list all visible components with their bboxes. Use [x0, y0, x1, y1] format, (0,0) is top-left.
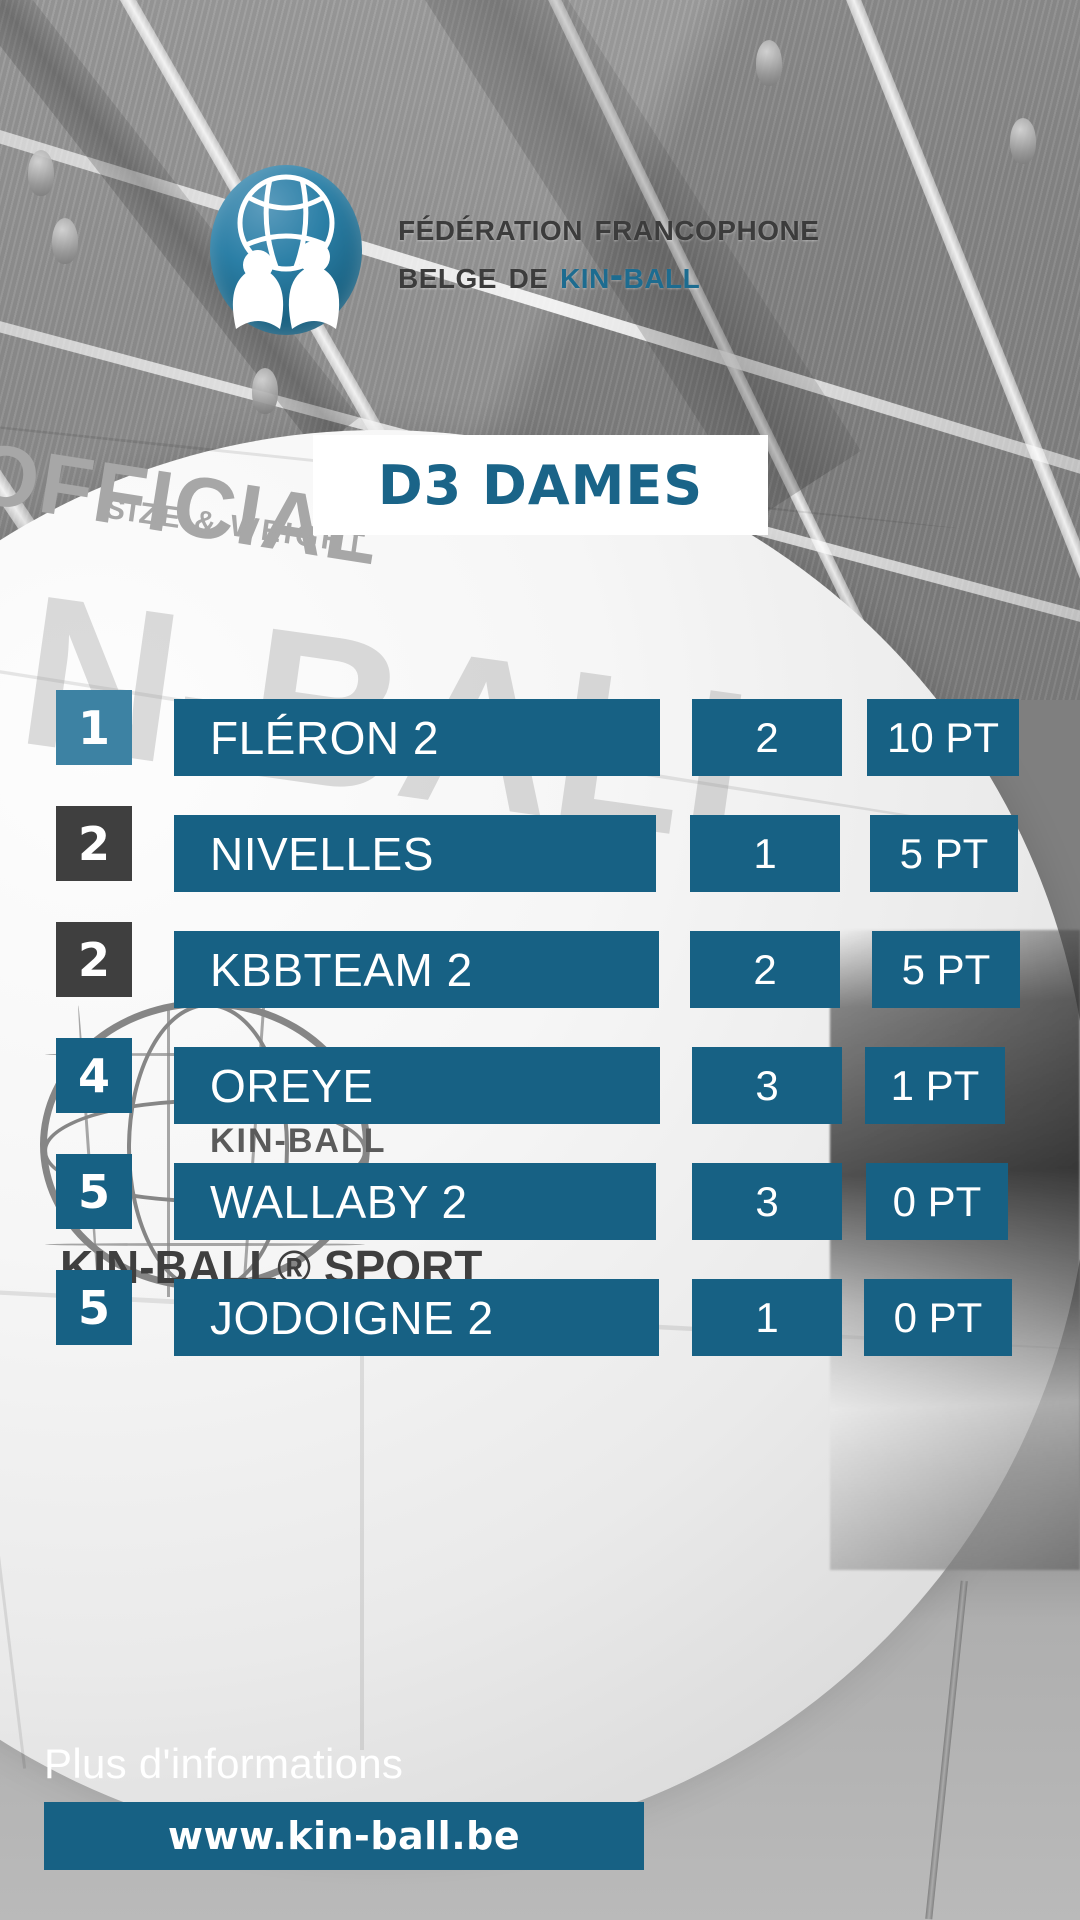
row-team-name: FLÉRON 2 — [174, 699, 660, 776]
row-rank: 4 — [56, 1038, 132, 1113]
row-rank: 2 — [56, 922, 132, 997]
page-title: D3 DAMES — [377, 453, 704, 517]
kin-ball-federation-logo-icon — [196, 161, 376, 339]
federation-logo-text: Fédération Francophone Belge de Kin-Ball — [398, 202, 819, 298]
row-rank: 1 — [56, 690, 132, 765]
ball-text-kinball-small: KIN-BALL — [210, 1122, 387, 1160]
row-points: 5 PT — [872, 931, 1020, 1008]
row-team-name: OREYE — [174, 1047, 660, 1124]
row-matches-played: 1 — [690, 815, 840, 892]
footer-website-url: www.kin-ball.be — [167, 1814, 521, 1858]
row-points: 5 PT — [870, 815, 1018, 892]
federation-logo: Fédération Francophone Belge de Kin-Ball — [196, 160, 896, 340]
row-team-name: KBBTEAM 2 — [174, 931, 659, 1008]
row-team-name: NIVELLES — [174, 815, 656, 892]
table-row: 5 WALLABY 2 3 0 PT — [0, 1154, 1080, 1245]
player-silhouette — [830, 930, 1080, 1570]
logo-line-2-prefix: Belge de — [398, 253, 561, 297]
row-points: 10 PT — [867, 699, 1019, 776]
table-row: 2 NIVELLES 1 5 PT — [0, 806, 1080, 897]
row-rank: 2 — [56, 806, 132, 881]
row-matches-played: 2 — [692, 699, 842, 776]
page-title-banner: D3 DAMES — [313, 435, 768, 535]
row-team-name: JODOIGNE 2 — [174, 1279, 659, 1356]
row-points: 1 PT — [865, 1047, 1005, 1124]
row-matches-played: 3 — [692, 1163, 842, 1240]
table-row: 4 OREYE 3 1 PT — [0, 1038, 1080, 1129]
row-points: 0 PT — [864, 1279, 1012, 1356]
table-row: 2 KBBTEAM 2 2 5 PT — [0, 922, 1080, 1013]
row-matches-played: 2 — [690, 931, 840, 1008]
footer-more-info-label: Plus d'informations — [44, 1740, 404, 1787]
row-points: 0 PT — [866, 1163, 1008, 1240]
logo-kinball-word: Kin-Ball — [560, 253, 701, 297]
logo-line-1: Fédération Francophone — [398, 205, 820, 249]
table-row: 5 JODOIGNE 2 1 0 PT — [0, 1270, 1080, 1361]
table-row: 1 FLÉRON 2 2 10 PT — [0, 690, 1080, 781]
row-matches-played: 1 — [692, 1279, 842, 1356]
logo-line-2: Belge de Kin-Ball — [398, 252, 819, 298]
footer: Plus d'informations www.kin-ball.be — [44, 1740, 644, 1870]
footer-website-button[interactable]: www.kin-ball.be — [44, 1802, 644, 1870]
row-rank: 5 — [56, 1154, 132, 1229]
row-team-name: WALLABY 2 — [174, 1163, 656, 1240]
row-rank: 5 — [56, 1270, 132, 1345]
row-matches-played: 3 — [692, 1047, 842, 1124]
